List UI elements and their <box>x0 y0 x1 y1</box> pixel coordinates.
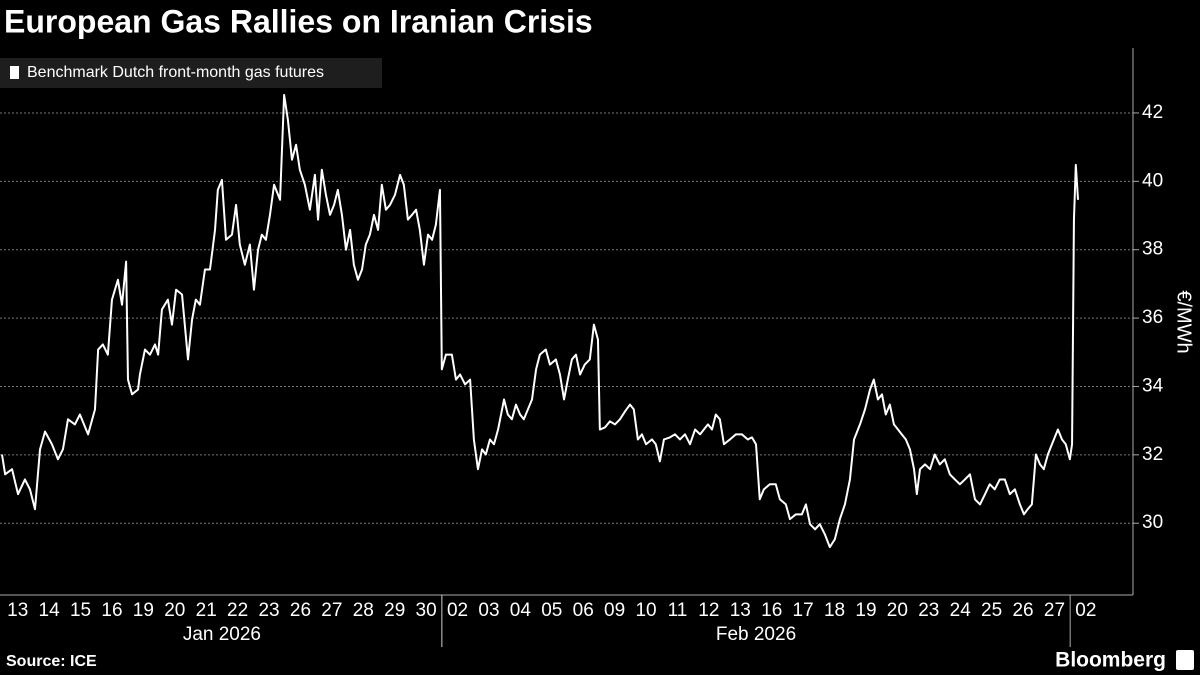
series-line <box>1 93 1080 549</box>
x-tick-label: 06 <box>573 600 594 621</box>
y-tick-label: 30 <box>1142 512 1163 533</box>
x-tick-label: 13 <box>730 600 751 621</box>
x-tick-label: 11 <box>668 600 688 621</box>
x-tick-label: 14 <box>39 600 61 621</box>
x-tick-label: 05 <box>541 600 562 621</box>
x-tick-label: 26 <box>1012 600 1033 621</box>
x-group-label: Jan 2026 <box>183 624 261 645</box>
y-axis-label: €/MWh <box>1173 290 1195 353</box>
x-tick-label: 20 <box>164 600 185 621</box>
y-tick-label: 42 <box>1142 102 1163 123</box>
x-tick-label: 19 <box>855 600 876 621</box>
x-tick-label: 27 <box>1044 600 1065 621</box>
legend-box <box>0 58 382 88</box>
x-tick-label: 02 <box>1075 600 1096 621</box>
x-tick-label: 24 <box>950 600 972 621</box>
x-tick-label: 04 <box>510 600 532 621</box>
x-tick-label: 02 <box>447 600 468 621</box>
x-tick-label: 15 <box>70 600 91 621</box>
chart-title: European Gas Rallies on Iranian Crisis <box>4 3 593 39</box>
x-tick-label: 16 <box>101 600 122 621</box>
x-tick-label: 20 <box>887 600 908 621</box>
x-tick-label: 16 <box>761 600 782 621</box>
x-group-label: Feb 2026 <box>716 624 796 645</box>
x-tick-label: 23 <box>918 600 939 621</box>
x-tick-label: 09 <box>604 600 625 621</box>
x-tick-label: 13 <box>7 600 28 621</box>
brand: Bloomberg <box>1055 649 1166 672</box>
x-tick-label: 03 <box>478 600 499 621</box>
y-tick-label: 34 <box>1142 375 1164 396</box>
y-tick-label: 32 <box>1142 444 1163 465</box>
x-tick-label: 26 <box>290 600 311 621</box>
x-tick-label: 18 <box>824 600 845 621</box>
x-tick-label: 12 <box>698 600 719 621</box>
x-tick-label: 17 <box>793 600 814 621</box>
legend-swatch <box>10 66 19 79</box>
x-tick-label: 29 <box>384 600 405 621</box>
x-tick-label: 23 <box>258 600 279 621</box>
legend-label: Benchmark Dutch front-month gas futures <box>27 64 324 81</box>
y-tick-label: 36 <box>1142 307 1163 328</box>
x-tick-label: 10 <box>635 600 656 621</box>
x-tick-label: 30 <box>416 600 437 621</box>
y-tick-label: 40 <box>1142 170 1163 191</box>
x-tick-label: 19 <box>133 600 154 621</box>
brand-icon <box>1176 650 1194 670</box>
x-tick-label: 25 <box>981 600 1002 621</box>
x-tick-label: 22 <box>227 600 248 621</box>
x-tick-label: 21 <box>196 600 217 621</box>
y-tick-label: 38 <box>1142 239 1163 260</box>
x-tick-label: 27 <box>321 600 342 621</box>
source: Source: ICE <box>6 653 97 670</box>
x-tick-label: 28 <box>353 600 374 621</box>
